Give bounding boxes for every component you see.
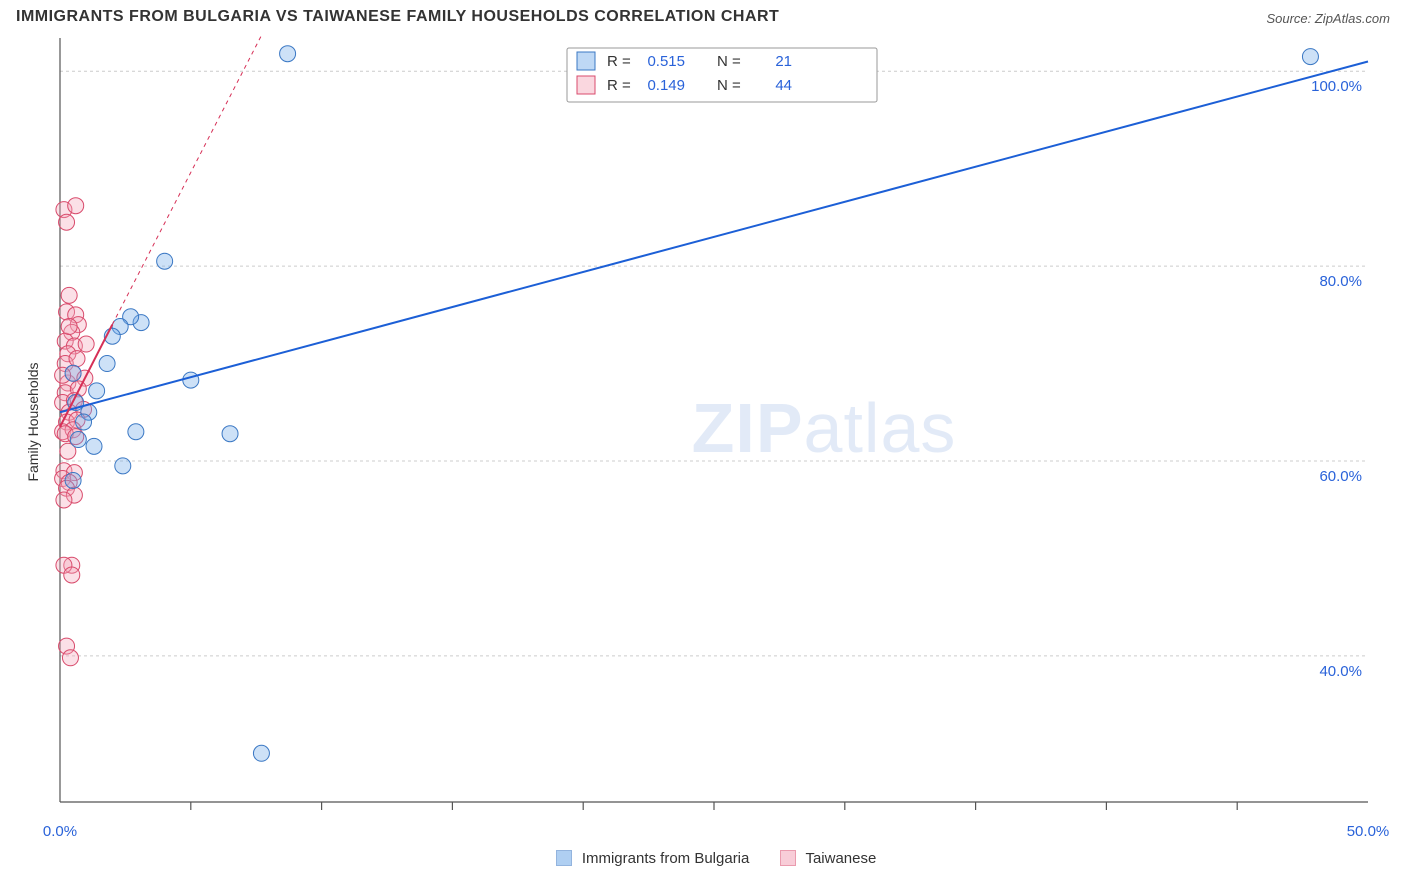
chart-container: 40.0% 60.0% 80.0% 100.0% ZIPatlas 0.0% 50.0% Fa… <box>12 34 1394 844</box>
data-point <box>70 432 86 448</box>
data-point <box>99 356 115 372</box>
data-point <box>56 492 72 508</box>
data-point <box>64 567 80 583</box>
data-point <box>61 287 77 303</box>
data-point <box>1302 49 1318 65</box>
svg-text:44: 44 <box>775 77 792 94</box>
data-point <box>128 424 144 440</box>
data-point <box>76 414 92 430</box>
legend-swatch-taiwanese <box>780 850 796 866</box>
legend-label-taiwanese: Taiwanese <box>805 850 876 867</box>
svg-text:100.0%: 100.0% <box>1311 78 1362 95</box>
svg-text:ZIPatlas: ZIPatlas <box>692 389 957 467</box>
data-point <box>183 372 199 388</box>
data-point <box>69 351 85 367</box>
svg-text:80.0%: 80.0% <box>1319 273 1362 290</box>
svg-text:0.149: 0.149 <box>647 77 685 94</box>
data-point <box>62 650 78 666</box>
data-point <box>89 383 105 399</box>
svg-text:40.0%: 40.0% <box>1319 663 1362 680</box>
svg-text:Family Households: Family Households <box>25 362 41 481</box>
data-point <box>86 438 102 454</box>
data-point <box>253 745 269 761</box>
svg-text:R =: R = <box>607 77 631 94</box>
data-point <box>222 426 238 442</box>
bottom-legend: Immigrants from Bulgaria Taiwanese <box>12 844 1394 867</box>
data-point <box>65 472 81 488</box>
source-label: Source: ZipAtlas.com <box>1266 11 1390 26</box>
data-point <box>59 214 75 230</box>
legend-swatch-bulgaria <box>556 850 572 866</box>
data-point <box>68 198 84 214</box>
svg-text:0.0%: 0.0% <box>43 823 77 840</box>
svg-text:50.0%: 50.0% <box>1347 823 1390 840</box>
svg-text:N =: N = <box>717 77 741 94</box>
svg-text:21: 21 <box>775 53 792 70</box>
svg-text:0.515: 0.515 <box>647 53 685 70</box>
legend-label-bulgaria: Immigrants from Bulgaria <box>582 850 750 867</box>
data-point <box>65 365 81 381</box>
svg-text:N =: N = <box>717 53 741 70</box>
data-point <box>78 336 94 352</box>
data-point <box>157 253 173 269</box>
svg-text:60.0%: 60.0% <box>1319 468 1362 485</box>
chart-header: IMMIGRANTS FROM BULGARIA VS TAIWANESE FA… <box>12 8 1394 34</box>
data-point <box>115 458 131 474</box>
correlation-scatter-chart: 40.0% 60.0% 80.0% 100.0% ZIPatlas 0.0% 50.0% Fa… <box>12 34 1394 844</box>
svg-text:R =: R = <box>607 53 631 70</box>
data-point <box>61 319 77 335</box>
data-point <box>280 46 296 62</box>
chart-title: IMMIGRANTS FROM BULGARIA VS TAIWANESE FA… <box>16 8 779 26</box>
